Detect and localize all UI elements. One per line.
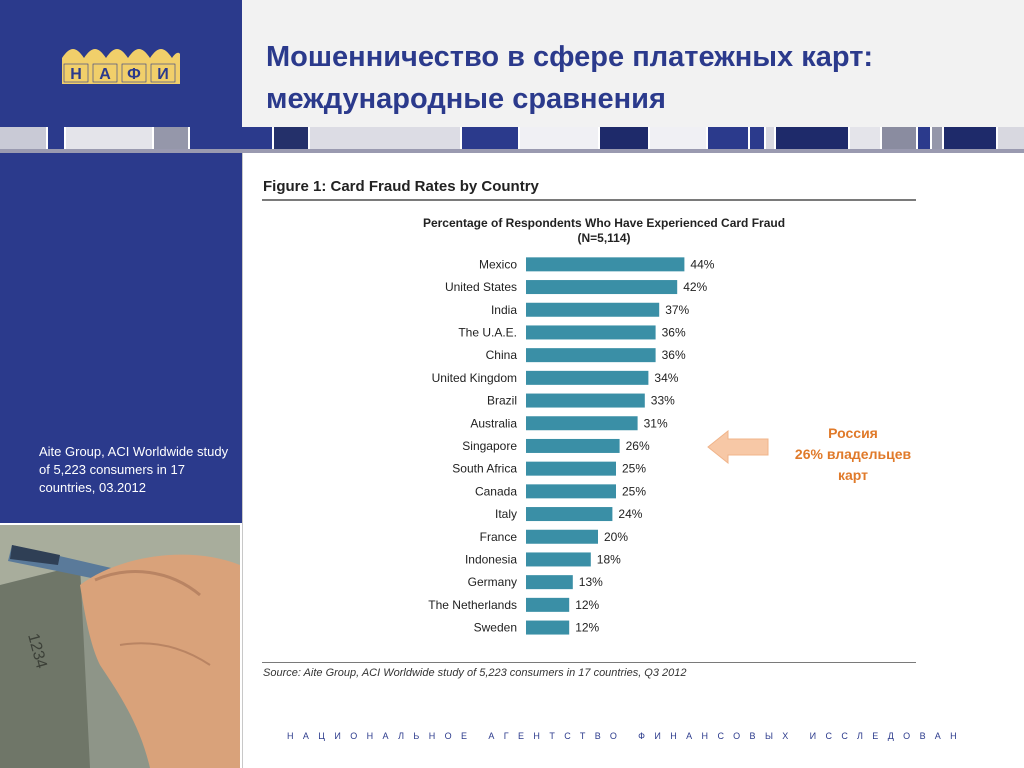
logo-panel: Н А Ф И — [0, 0, 242, 127]
bar — [526, 484, 616, 499]
figure-rule — [262, 199, 916, 201]
title-area — [242, 0, 1024, 127]
chart-subtitle: (N=5,114) — [577, 231, 630, 245]
fraud-rate-bar-chart: Percentage of Respondents Who Have Exper… — [423, 216, 785, 635]
stripe-underline — [0, 149, 1024, 153]
slide-title: Мошенничество в сфере платежных карт: ме… — [266, 36, 1006, 120]
category-label: Italy — [495, 507, 517, 521]
value-label: 33% — [651, 394, 675, 408]
value-label: 12% — [575, 598, 599, 612]
bar — [526, 552, 591, 567]
chart-title: Percentage of Respondents Who Have Exper… — [423, 216, 785, 230]
callout-line3: карт — [837, 467, 869, 483]
logo-letter: Н — [70, 66, 82, 83]
bar — [526, 529, 598, 544]
category-label: China — [486, 348, 518, 362]
slide-title-line2: международные сравнения — [266, 83, 666, 115]
card-photo: 1234 — [0, 525, 240, 768]
source-note: Aite Group, ACI Worldwide study of 5,223… — [39, 444, 229, 495]
logo-letter: Ф — [127, 66, 141, 83]
value-label: 34% — [654, 371, 678, 385]
value-label: 31% — [644, 416, 668, 430]
category-label: India — [491, 303, 517, 317]
bar — [526, 620, 570, 635]
category-label: The U.A.E. — [458, 325, 517, 339]
category-label: Australia — [470, 416, 517, 430]
category-label: Canada — [475, 484, 517, 498]
value-label: 12% — [575, 621, 599, 635]
value-label: 24% — [618, 507, 642, 521]
value-label: 42% — [683, 280, 707, 294]
logo-letter: И — [157, 66, 169, 83]
value-label: 18% — [597, 552, 621, 566]
bar — [526, 416, 638, 431]
russia-callout: Россия 26% владельцев карт — [772, 423, 934, 486]
bar — [526, 370, 649, 385]
panel-divider — [242, 153, 243, 768]
category-label: United Kingdom — [432, 371, 517, 385]
value-label: 25% — [622, 462, 646, 476]
category-label: Singapore — [462, 439, 517, 453]
value-label: 25% — [622, 484, 646, 498]
left-panel — [0, 153, 242, 523]
value-label: 26% — [626, 439, 650, 453]
figure-title: Figure 1: Card Fraud Rates by Country — [263, 178, 539, 195]
bar — [526, 325, 656, 340]
category-label: France — [480, 530, 518, 544]
value-label: 36% — [662, 348, 686, 362]
decorative-stripe — [0, 127, 1024, 149]
bar — [526, 257, 685, 272]
nafi-logo: Н А Ф И — [62, 49, 180, 84]
category-label: Sweden — [474, 621, 517, 635]
category-label: The Netherlands — [428, 598, 517, 612]
bar — [526, 575, 573, 590]
bar — [526, 507, 613, 522]
bar — [526, 597, 570, 612]
footer-agency-name: НАЦИОНАЛЬНОЕ АГЕНТСТВО ФИНАНСОВЫХ ИССЛЕД… — [287, 731, 957, 741]
figure-source: Source: Aite Group, ACI Worldwide study … — [263, 667, 687, 679]
source-rule — [262, 662, 916, 663]
logo-letter: А — [99, 66, 111, 83]
category-label: Germany — [468, 575, 517, 589]
callout-line1: Россия — [828, 425, 878, 441]
category-label: Indonesia — [465, 552, 517, 566]
category-label: Mexico — [479, 257, 517, 271]
slide-title-line1: Мошенничество в сфере платежных карт: — [266, 41, 874, 73]
category-label: United States — [445, 280, 517, 294]
value-label: 36% — [662, 325, 686, 339]
arrow-left-icon — [707, 430, 769, 464]
value-label: 20% — [604, 530, 628, 544]
value-label: 13% — [579, 575, 603, 589]
bar — [526, 280, 678, 295]
chart-marks: Mexico 44% United States 42% India 37% The U.A… — [428, 257, 715, 635]
bar — [526, 461, 616, 476]
category-label: South Africa — [452, 462, 517, 476]
bar — [526, 393, 645, 408]
bar — [526, 348, 656, 363]
value-label: 44% — [690, 257, 714, 271]
callout-line2: 26% владельцев — [794, 446, 912, 462]
bar — [526, 302, 660, 317]
value-label: 37% — [665, 303, 689, 317]
category-label: Brazil — [487, 394, 517, 408]
bar — [526, 438, 620, 453]
